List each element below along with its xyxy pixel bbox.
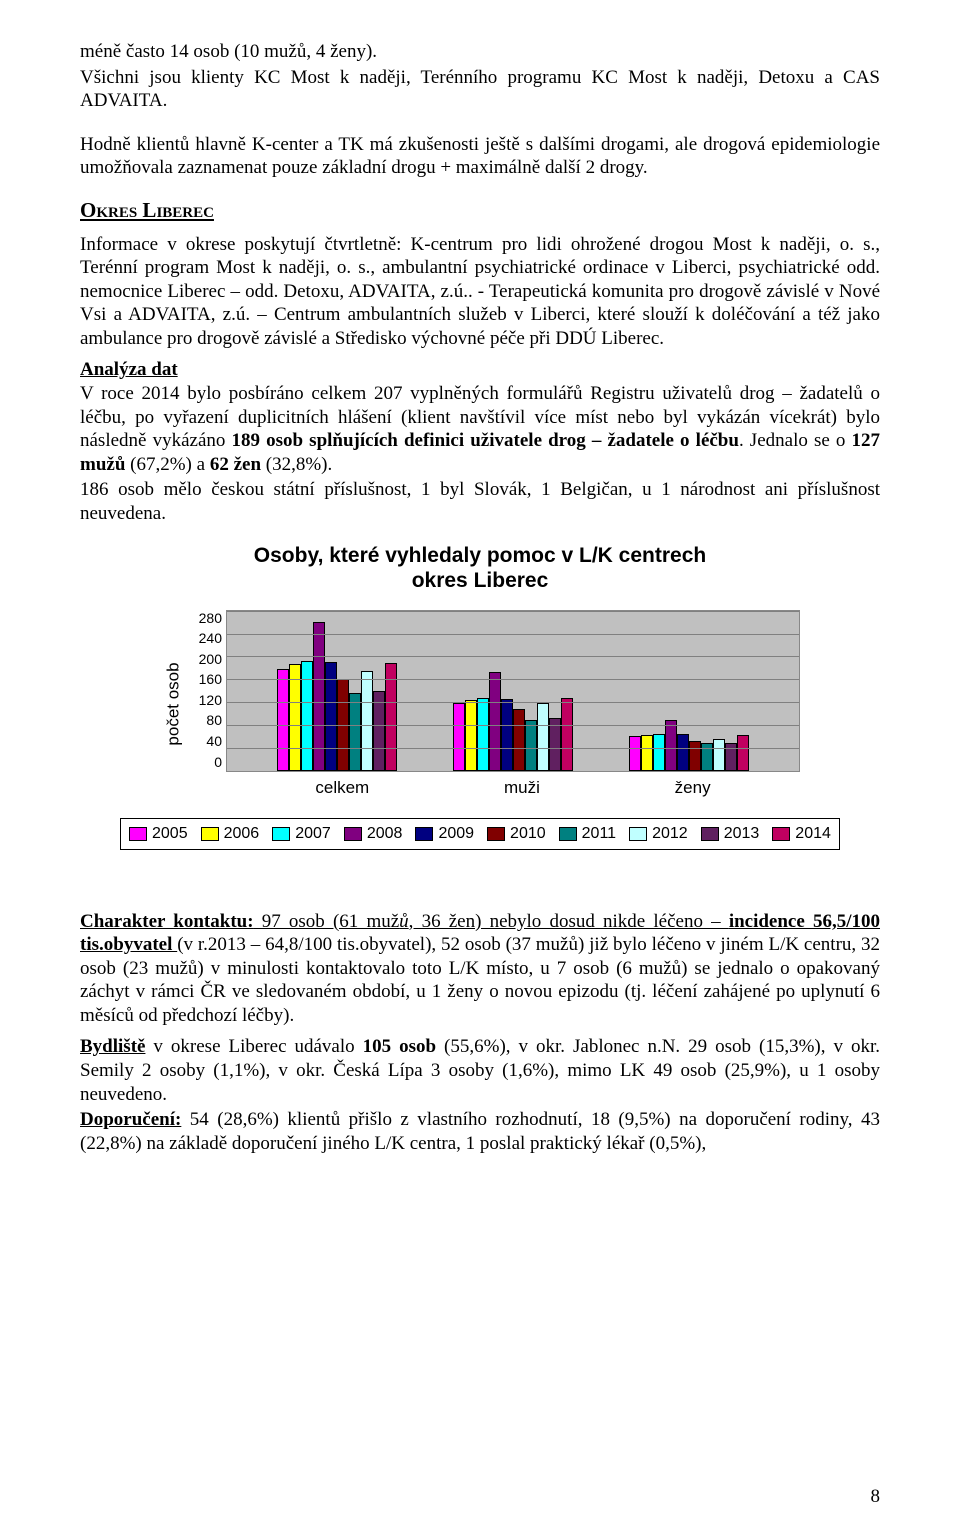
para-bydliste: Bydliště v okrese Liberec udávalo 105 os…	[80, 1035, 880, 1106]
chart-bar	[289, 664, 301, 770]
chart-bar	[677, 734, 689, 771]
para-charakter: Charakter kontaktu: 97 osob (61 mužů, 36…	[80, 910, 880, 1028]
gridline	[227, 725, 799, 726]
chart-group	[453, 672, 573, 770]
chart-bar	[489, 672, 501, 770]
chart-bar	[561, 698, 573, 771]
analyza-head: Analýza dat	[80, 359, 178, 380]
legend-label: 2006	[224, 825, 260, 843]
chart-bar	[453, 703, 465, 770]
chart-bar	[629, 736, 641, 770]
gridline	[227, 656, 799, 657]
gridline	[227, 702, 799, 703]
chart-bar	[465, 700, 477, 771]
chart-title: Osoby, které vyhledaly pomoc v L/K centr…	[80, 543, 880, 593]
para-2: Všichni jsou klienty KC Most k naději, T…	[80, 66, 880, 113]
chart-bar	[737, 735, 749, 770]
legend-swatch	[272, 827, 290, 841]
legend-swatch	[772, 827, 790, 841]
legend-swatch	[629, 827, 647, 841]
xtick: muži	[504, 778, 540, 798]
chart-bar	[525, 720, 537, 770]
legend-item: 2014	[772, 825, 831, 843]
legend-item: 2010	[487, 825, 546, 843]
chart-bar	[641, 735, 653, 770]
chart-group	[629, 720, 749, 770]
section-head-okres: Okres Liberec	[80, 198, 880, 223]
chart-bar	[653, 734, 665, 771]
legend-item: 2008	[344, 825, 403, 843]
chart-bar	[301, 661, 313, 771]
xtick: ženy	[675, 778, 711, 798]
legend-label: 2012	[652, 825, 688, 843]
chart-bar	[713, 739, 725, 771]
chart-ylabel: počet osob	[160, 604, 188, 804]
chart-plot	[226, 610, 800, 772]
legend-item: 2007	[272, 825, 331, 843]
para-3: Hodně klientů hlavně K-center a TK má zk…	[80, 133, 880, 180]
legend-item: 2005	[129, 825, 188, 843]
gridline	[227, 748, 799, 749]
para-6: 186 osob mělo českou státní příslušnost,…	[80, 478, 880, 525]
legend-swatch	[129, 827, 147, 841]
chart-bar	[349, 693, 361, 771]
legend-swatch	[415, 827, 433, 841]
gridline	[227, 634, 799, 635]
ytick: 120	[199, 692, 222, 708]
ytick: 0	[214, 754, 222, 770]
chart-bar	[361, 671, 373, 770]
chart-yaxis: 280 240 200 160 120 80 40 0	[188, 610, 226, 770]
chart-bar	[549, 718, 561, 771]
legend-label: 2008	[367, 825, 403, 843]
legend-label: 2005	[152, 825, 188, 843]
legend-label: 2013	[724, 825, 760, 843]
chart: počet osob 280 240 200 160 120 80 40 0 celkem mu…	[160, 604, 800, 804]
chart-bar	[689, 741, 701, 771]
ytick: 160	[199, 671, 222, 687]
gridline	[227, 771, 799, 772]
chart-legend: 2005 2006 2007 2008 2009 2010 2011 2012 2013 2014	[120, 818, 840, 850]
legend-label: 2007	[295, 825, 331, 843]
legend-item: 2006	[201, 825, 260, 843]
chart-bar	[665, 720, 677, 770]
legend-label: 2011	[582, 825, 616, 843]
ytick: 240	[199, 630, 222, 646]
chart-bar	[513, 709, 525, 771]
para-1: méně často 14 osob (10 mužů, 4 ženy).	[80, 40, 880, 64]
chart-bar	[277, 669, 289, 771]
chart-xticks: celkem muži ženy	[226, 778, 800, 798]
legend-swatch	[201, 827, 219, 841]
legend-item: 2012	[629, 825, 688, 843]
legend-item: 2009	[415, 825, 474, 843]
legend-swatch	[701, 827, 719, 841]
para-doporuceni: Doporučení: 54 (28,6%) klientů přišlo z …	[80, 1108, 880, 1155]
ytick: 80	[206, 712, 222, 728]
chart-bar	[537, 703, 549, 770]
gridline	[227, 679, 799, 680]
legend-item: 2011	[559, 825, 616, 843]
para-4: Informace v okrese poskytují čtvrtletně:…	[80, 233, 880, 351]
legend-item: 2013	[701, 825, 760, 843]
para-5: Analýza dat V roce 2014 bylo posbíráno c…	[80, 358, 880, 476]
page-number: 8	[871, 1486, 881, 1508]
legend-label: 2010	[510, 825, 546, 843]
xtick: celkem	[315, 778, 369, 798]
legend-label: 2014	[795, 825, 831, 843]
legend-swatch	[487, 827, 505, 841]
ytick: 280	[199, 610, 222, 626]
chart-bar	[501, 699, 513, 771]
gridline	[227, 611, 799, 612]
legend-swatch	[344, 827, 362, 841]
legend-swatch	[559, 827, 577, 841]
ytick: 40	[206, 733, 222, 749]
chart-bar	[477, 698, 489, 771]
ytick: 200	[199, 651, 222, 667]
legend-label: 2009	[438, 825, 474, 843]
